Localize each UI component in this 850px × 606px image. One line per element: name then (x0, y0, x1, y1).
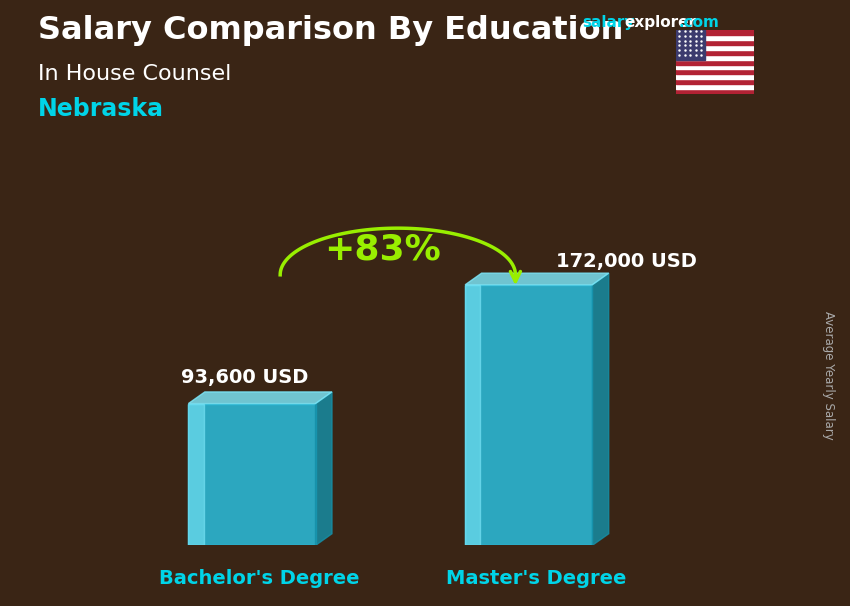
Bar (676, 84, 754, 89)
Polygon shape (189, 404, 204, 545)
Text: Average Yearly Salary: Average Yearly Salary (822, 311, 836, 440)
Polygon shape (465, 285, 592, 545)
Bar (676, 45, 754, 50)
Bar (676, 30, 754, 35)
Text: 172,000 USD: 172,000 USD (556, 253, 696, 271)
Bar (676, 70, 754, 75)
Text: +83%: +83% (325, 232, 441, 266)
Bar (676, 79, 754, 84)
Text: Master's Degree: Master's Degree (446, 568, 626, 588)
Bar (676, 65, 754, 70)
Text: 93,600 USD: 93,600 USD (181, 368, 309, 387)
Bar (676, 89, 754, 94)
Bar (676, 40, 754, 45)
Text: Salary Comparison By Education: Salary Comparison By Education (38, 15, 624, 46)
Text: In House Counsel: In House Counsel (38, 64, 231, 84)
Bar (676, 75, 754, 79)
Bar (676, 35, 754, 40)
Text: .com: .com (678, 15, 719, 30)
Text: explorer: explorer (624, 15, 696, 30)
Text: Nebraska: Nebraska (38, 97, 164, 121)
Text: salary: salary (582, 15, 635, 30)
Bar (676, 30, 705, 59)
Bar (676, 55, 754, 59)
Bar (676, 50, 754, 55)
Polygon shape (189, 392, 332, 404)
Polygon shape (189, 404, 315, 545)
Bar (676, 59, 754, 65)
Polygon shape (315, 392, 332, 545)
Polygon shape (465, 285, 480, 545)
Polygon shape (592, 273, 609, 545)
Polygon shape (465, 273, 609, 285)
Text: Bachelor's Degree: Bachelor's Degree (159, 568, 360, 588)
